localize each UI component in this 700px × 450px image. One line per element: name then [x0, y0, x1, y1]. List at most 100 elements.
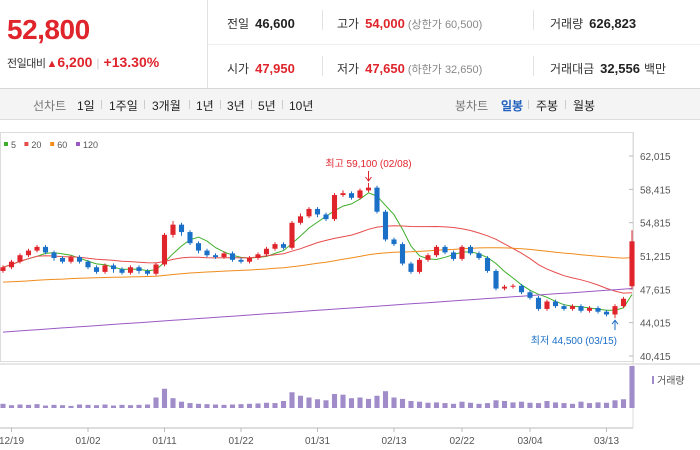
- candle-body: [484, 257, 491, 271]
- candle-body: [578, 306, 584, 311]
- volume-bar: [204, 404, 210, 408]
- price-change: 전일대비▲6,200 | +13.30%: [7, 54, 159, 71]
- volume-bar: [433, 402, 440, 408]
- volume-bar: [510, 402, 516, 408]
- candle-body: [314, 208, 321, 215]
- chart-toolbar: 선차트 1일 1주일 3개월 1년 3년 5년 10년 봉차트 일봉 주봉 월봉: [0, 89, 700, 120]
- up-arrow-icon: [611, 319, 619, 325]
- divider: [533, 56, 534, 76]
- volume-bar: [620, 399, 627, 408]
- toolbar-divider: [282, 100, 283, 109]
- candle-body: [510, 285, 516, 287]
- candle-body: [161, 234, 168, 265]
- volume-bar: [340, 394, 346, 408]
- candle-body: [76, 257, 83, 262]
- volume-bar: [263, 402, 270, 408]
- toolbar-divider: [144, 100, 145, 109]
- candle-body: [263, 248, 270, 255]
- candle-body: [170, 224, 176, 235]
- volume-bar: [569, 403, 576, 408]
- period-1d[interactable]: 1일: [77, 99, 95, 113]
- lower-limit: (하한가 32,650): [407, 64, 483, 76]
- x-tick-label: 01/02: [75, 436, 100, 447]
- volume-bar: [578, 401, 584, 408]
- candle-body: [0, 267, 6, 271]
- candle-body: [59, 257, 66, 262]
- period-1y[interactable]: 1년: [196, 99, 214, 113]
- period-3y[interactable]: 3년: [227, 99, 245, 113]
- upper-limit: (상한가 60,500): [407, 19, 483, 31]
- low-value: 47,650: [365, 61, 405, 76]
- candle-body: [272, 244, 278, 249]
- candle-daily[interactable]: 일봉: [501, 99, 524, 113]
- volume-bar: [501, 401, 508, 408]
- volume-bar: [280, 401, 287, 408]
- candle-body: [569, 306, 576, 309]
- candle-body: [127, 267, 134, 273]
- x-tick-label: 02/13: [381, 436, 406, 447]
- y-tick-label: 51,215: [640, 252, 671, 263]
- toolbar-divider: [528, 100, 529, 109]
- candle-body: [280, 244, 287, 248]
- candle-body: [425, 255, 431, 260]
- y-tick-label: 62,015: [640, 152, 671, 163]
- candle-weekly[interactable]: 주봉: [536, 99, 559, 113]
- volume-bar: [102, 404, 108, 408]
- candle-body: [561, 306, 567, 309]
- x-tick-label: 01/11: [152, 436, 177, 447]
- volume-bar: [535, 403, 542, 408]
- volume-bar: [586, 403, 593, 408]
- toolbar-divider: [189, 100, 190, 109]
- volume-bar: [425, 402, 431, 408]
- volume-bar: [34, 404, 40, 408]
- candle-body: [42, 246, 49, 253]
- volume-bar: [170, 398, 176, 408]
- candle-body: [450, 252, 457, 259]
- price-box: 52,800 전일대비▲6,200 | +13.30%: [0, 0, 208, 88]
- legend-swatch: [4, 142, 8, 146]
- period-10y[interactable]: 10년: [289, 99, 314, 113]
- amount-value: 32,556: [600, 61, 640, 76]
- candle-body: [8, 261, 15, 268]
- volume-bar: [187, 403, 193, 408]
- volume-bar: [127, 405, 134, 408]
- volume-bar: [629, 366, 635, 408]
- volume-bar: [212, 404, 219, 408]
- y-tick-label: 58,415: [640, 185, 671, 196]
- volume-bar: [595, 402, 601, 408]
- volume-label: 거래량: [657, 375, 685, 387]
- candle-body: [119, 269, 125, 273]
- candle-body: [620, 298, 627, 307]
- volume-bar: [272, 403, 278, 408]
- x-tick-label: 03/04: [517, 436, 542, 447]
- y-tick-label: 44,015: [640, 319, 671, 330]
- volume-bar: [612, 400, 618, 408]
- volume-bar: [161, 388, 168, 408]
- down-arrow-icon: [365, 176, 372, 182]
- row-divider: [208, 44, 700, 45]
- line-chart-label: 선차트: [33, 99, 67, 113]
- low-label: 저가: [337, 62, 360, 76]
- candle-body: [544, 301, 550, 309]
- prev-close-label: 전일: [227, 17, 250, 31]
- period-5y[interactable]: 5년: [258, 99, 276, 113]
- high-annotation: 최고 59,100 (02/08): [325, 158, 411, 170]
- candle-body: [51, 252, 57, 258]
- ma5-line: [2, 192, 633, 311]
- stock-chart[interactable]: 5 20 60 120 62,015 58,415 54,815 51,215 47,615 44…: [0, 120, 700, 450]
- candle-monthly[interactable]: 월봉: [573, 99, 596, 113]
- legend-label: 20: [31, 140, 41, 150]
- period-1w[interactable]: 1주일: [109, 99, 138, 113]
- volume-bar: [136, 404, 142, 408]
- legend-swatch: [50, 142, 55, 146]
- toolbar-divider: [101, 100, 102, 109]
- candle-body: [340, 193, 346, 196]
- amount-unit: 백만: [643, 62, 667, 76]
- legend-label: 60: [57, 140, 67, 150]
- period-3m[interactable]: 3개월: [152, 99, 181, 113]
- candle-body: [476, 253, 482, 258]
- divider: [322, 10, 323, 30]
- candle-chart-label: 봉차트: [455, 99, 489, 113]
- candle-body: [518, 285, 525, 293]
- x-tick-label: 03/13: [594, 436, 619, 447]
